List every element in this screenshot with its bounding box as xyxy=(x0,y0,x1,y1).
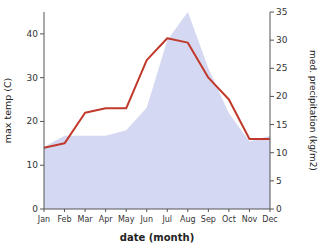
y2-tick xyxy=(270,40,274,41)
y-tick xyxy=(40,165,44,166)
y-tick-label: 20 xyxy=(27,116,39,126)
x-tick xyxy=(208,209,209,212)
y2-tick xyxy=(270,96,274,97)
x-tick-label: Dec xyxy=(262,215,277,224)
y-axis-line xyxy=(44,12,45,209)
area xyxy=(44,12,270,209)
y2-tick-label: 5 xyxy=(276,176,282,186)
x-tick xyxy=(85,209,86,212)
x-tick-label: May xyxy=(118,215,135,224)
x-tick xyxy=(146,209,147,212)
line xyxy=(44,38,270,147)
y2-tick-label: 15 xyxy=(276,120,287,130)
x-tick xyxy=(126,209,127,212)
y2-tick xyxy=(270,68,274,69)
y2-tick xyxy=(270,152,274,153)
y-tick-label: 30 xyxy=(27,73,39,83)
y2-tick xyxy=(270,124,274,125)
x-tick-label: Feb xyxy=(57,215,71,224)
x-tick xyxy=(228,209,229,212)
y-tick xyxy=(40,77,44,78)
plot-area xyxy=(44,12,270,209)
x-tick-label: Sep xyxy=(201,215,216,224)
y-tick-label: 40 xyxy=(27,29,39,39)
x-tick-label: Oct xyxy=(222,215,236,224)
y-axis-label: max temp (C) xyxy=(2,78,13,144)
x-axis-line xyxy=(44,209,270,210)
x-tick-label: Aug xyxy=(180,215,196,224)
y2-tick-label: 35 xyxy=(276,7,287,17)
y2-tick-label: 25 xyxy=(276,63,287,73)
x-tick xyxy=(44,209,45,212)
x-tick xyxy=(249,209,250,212)
x-tick-label: Apr xyxy=(99,215,114,224)
y2-tick-label: 0 xyxy=(276,204,282,214)
x-tick-label: Nov xyxy=(242,215,258,224)
x-tick-label: Jun xyxy=(139,215,153,224)
chart: 0 10 20 30 40 0 5 10 15 20 25 30 35 Jan Feb Mar Apr May Ju… xyxy=(0,0,318,247)
y-tick-label: 10 xyxy=(27,160,39,170)
x-tick xyxy=(187,209,188,212)
x-tick xyxy=(167,209,168,212)
x-tick xyxy=(270,209,271,212)
y2-axis-label: med. precipitation (kg/m2) xyxy=(308,50,318,171)
y2-tick-label: 20 xyxy=(276,91,288,101)
y-tick xyxy=(40,209,44,210)
x-tick-label: Mar xyxy=(78,215,94,224)
x-tick xyxy=(64,209,65,212)
y2-tick-label: 10 xyxy=(276,148,288,158)
y-tick-label: 0 xyxy=(32,204,38,214)
x-tick-label: Jul xyxy=(161,215,172,224)
y2-tick xyxy=(270,209,274,210)
y2-tick xyxy=(270,180,274,181)
x-tick-label: Jan xyxy=(37,215,50,224)
x-axis-label: date (month) xyxy=(120,232,194,243)
y2-tick-label: 30 xyxy=(276,35,288,45)
y2-axis-line xyxy=(270,12,271,209)
x-tick xyxy=(105,209,106,212)
y-tick xyxy=(40,33,44,34)
y2-tick xyxy=(270,12,274,13)
y-tick xyxy=(40,121,44,122)
